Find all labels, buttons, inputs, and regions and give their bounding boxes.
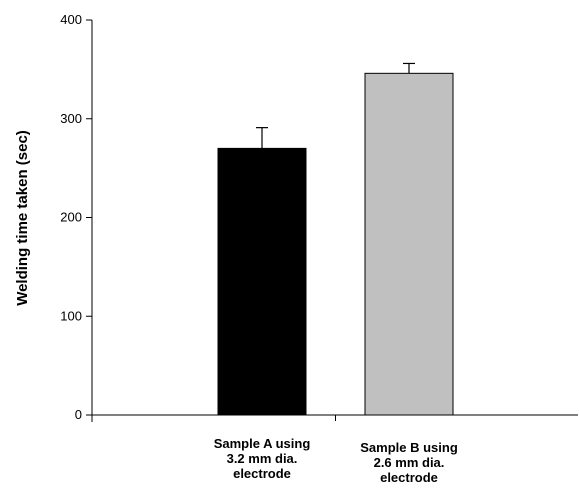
x-category-label-2: Sample B using 2.6 mm dia. electrode <box>360 440 458 485</box>
bar-2 <box>364 72 454 416</box>
axes-layer <box>86 19 578 422</box>
bar-1 <box>217 147 307 416</box>
x-category-label-line: electrode <box>380 470 438 485</box>
x-category-label-line: 2.6 mm dia. <box>374 455 445 470</box>
y-tick-label-200: 200 <box>60 210 82 225</box>
y-tick-label-100: 100 <box>60 308 82 323</box>
x-category-label-line: Sample B using <box>360 440 458 455</box>
x-category-label-1: Sample A using 3.2 mm dia. electrode <box>214 436 311 481</box>
y-tick-label-400: 400 <box>60 12 82 27</box>
y-tick-label-300: 300 <box>60 111 82 126</box>
error-bars-layer <box>256 62 415 149</box>
x-category-label-line: Sample A using <box>214 436 311 451</box>
x-category-label-line: 3.2 mm dia. <box>227 451 298 466</box>
x-category-label-line: electrode <box>233 466 291 481</box>
y-tick-label-0: 0 <box>75 407 82 422</box>
y-axis-title: Welding time taken (sec) <box>14 130 31 306</box>
bars-layer <box>217 72 454 416</box>
